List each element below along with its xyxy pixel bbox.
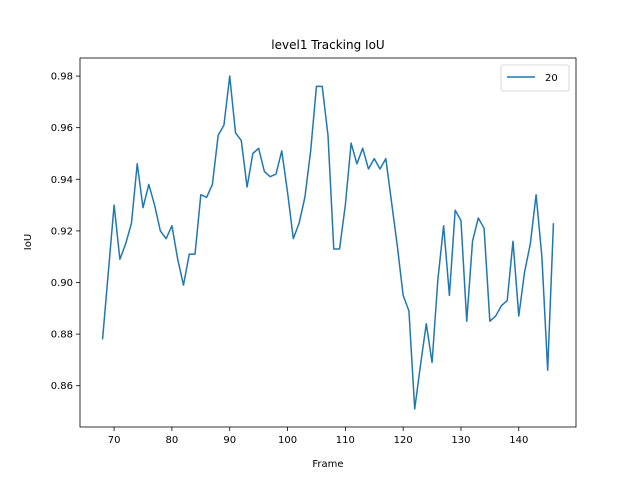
y-axis: 0.86 0.88 0.90 0.92 0.94 0.96 0.98 xyxy=(51,72,80,392)
legend-label-series-20: 20 xyxy=(545,73,558,84)
series-line-20 xyxy=(101,75,555,410)
x-tick-label: 120 xyxy=(394,435,413,446)
y-tick-label: 0.94 xyxy=(51,175,73,186)
legend: 20 xyxy=(500,64,570,92)
x-axis-label: Frame xyxy=(312,459,343,470)
plot-area xyxy=(101,75,555,410)
x-axis: 70 80 90 100 110 120 130 140 xyxy=(108,427,528,446)
x-tick-label: 100 xyxy=(278,435,297,446)
legend-box xyxy=(500,64,570,92)
y-tick-label: 0.90 xyxy=(51,278,73,289)
x-tick-label: 90 xyxy=(223,435,236,446)
y-tick-label: 0.98 xyxy=(51,72,73,83)
y-tick-label: 0.96 xyxy=(51,123,73,134)
chart-title: level1 Tracking IoU xyxy=(271,38,384,52)
x-tick-label: 70 xyxy=(108,435,121,446)
y-tick-label: 0.92 xyxy=(51,226,73,237)
y-axis-label: IoU xyxy=(23,234,34,250)
x-tick-label: 80 xyxy=(166,435,179,446)
x-tick-label: 110 xyxy=(336,435,355,446)
y-tick-label: 0.88 xyxy=(51,330,73,341)
plot-frame xyxy=(79,57,577,428)
x-tick-label: 140 xyxy=(509,435,528,446)
x-tick-label: 130 xyxy=(451,435,470,446)
y-tick-label: 0.86 xyxy=(51,381,73,392)
